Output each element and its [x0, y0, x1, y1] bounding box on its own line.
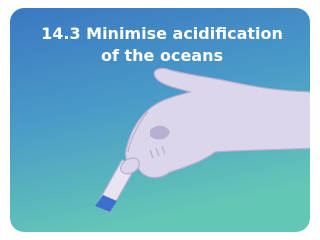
card: 14.3 Minimise acidification of the ocean…	[0, 0, 320, 240]
title-line: 14.3 Minimise acidification	[41, 24, 283, 43]
title-line: of the oceans	[101, 46, 223, 65]
